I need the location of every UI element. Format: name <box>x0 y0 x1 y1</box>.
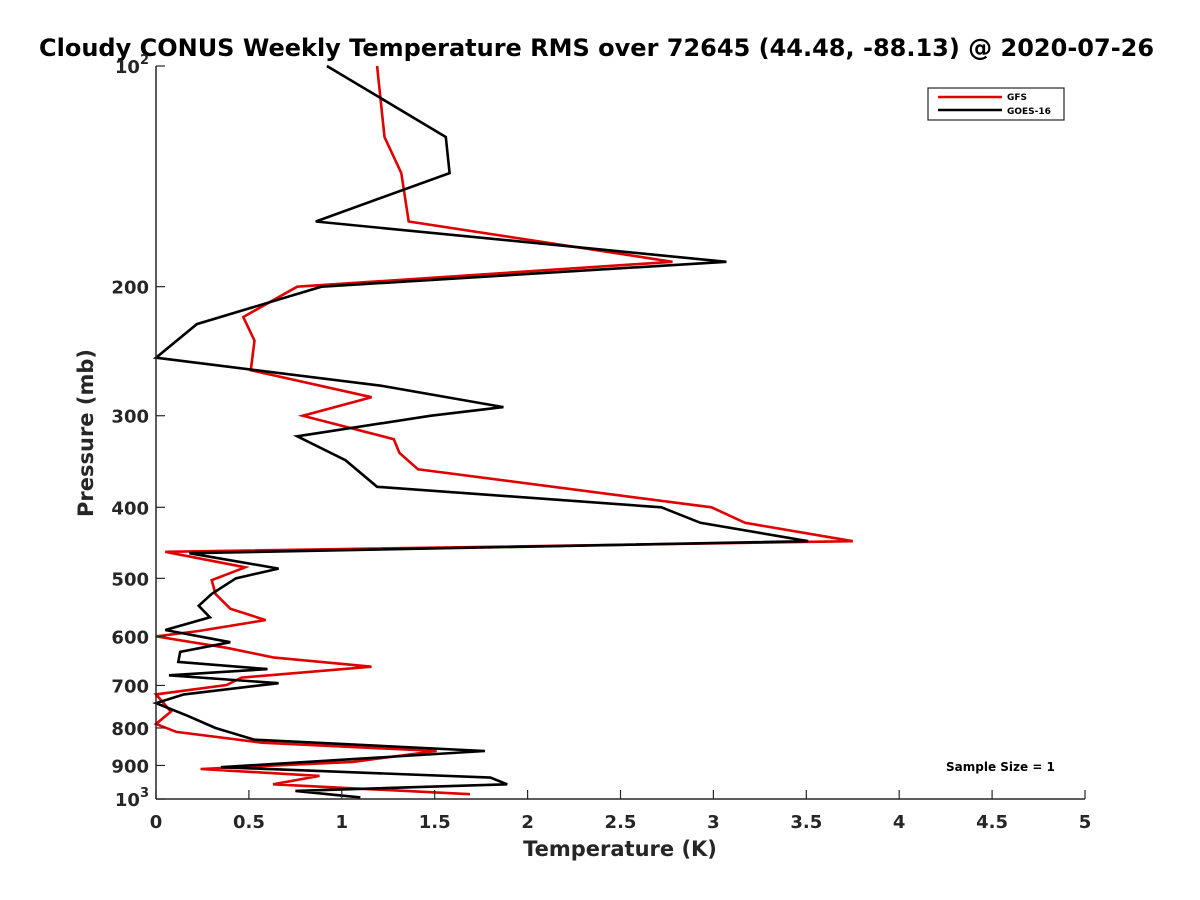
legend-label-goes16: GOES-16 <box>1007 107 1051 117</box>
x-tick-label: 2.5 <box>605 812 637 833</box>
x-tick-label: 0 <box>150 812 163 833</box>
y-tick-label: 700 <box>111 676 149 697</box>
y-tick-label: 103 <box>115 786 149 811</box>
x-tick-label: 3.5 <box>790 812 822 833</box>
x-axis-label: Temperature (K) <box>523 837 717 861</box>
x-tick-label: 5 <box>1079 812 1092 833</box>
x-tick-label: 3 <box>707 812 720 833</box>
x-tick-label: 2 <box>521 812 534 833</box>
x-tick-label: 1.5 <box>419 812 451 833</box>
y-tick-label: 300 <box>111 407 149 428</box>
legend-box <box>927 87 1065 121</box>
x-tick-label: 0.5 <box>233 812 265 833</box>
y-axis-ticks: 102 200 300 400 500 600 700 800 900 103 <box>111 53 165 811</box>
y-tick-label: 102 <box>115 53 149 78</box>
series-line-gfs <box>153 65 854 796</box>
y-tick-label: 600 <box>111 627 149 648</box>
plot-area <box>156 66 1085 799</box>
chart-title: Cloudy CONUS Weekly Temperature RMS over… <box>39 34 1154 62</box>
series-layer <box>152 64 854 799</box>
x-tick-label: 4.5 <box>976 812 1008 833</box>
series-line-goes16 <box>152 64 809 799</box>
y-tick-label: 400 <box>111 498 149 519</box>
legend: GFS GOES-16 <box>927 87 1065 121</box>
y-tick-label: 500 <box>111 569 149 590</box>
legend-label-gfs: GFS <box>1007 93 1027 103</box>
y-axis-label: Pressure (mb) <box>74 349 98 517</box>
x-tick-label: 1 <box>336 812 349 833</box>
x-tick-label: 4 <box>893 812 906 833</box>
x-axis-ticks: 0 0.5 1 1.5 2 2.5 3 3.5 4 4.5 5 <box>150 790 1092 833</box>
y-tick-label: 800 <box>111 719 149 740</box>
y-tick-label: 900 <box>111 756 149 777</box>
sample-size-annotation: Sample Size = 1 <box>946 760 1055 774</box>
y-tick-label: 200 <box>111 278 149 299</box>
